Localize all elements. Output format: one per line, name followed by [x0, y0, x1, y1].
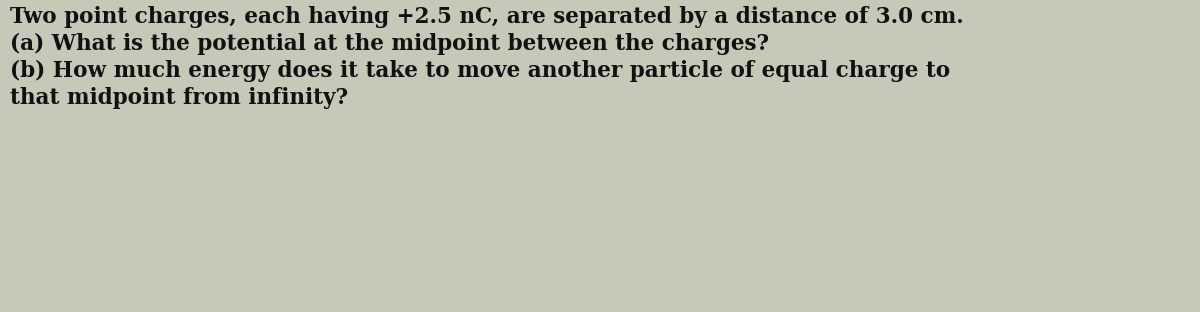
- Text: (b) How much energy does it take to move another particle of equal charge to: (b) How much energy does it take to move…: [10, 60, 950, 82]
- Text: that midpoint from infinity?: that midpoint from infinity?: [10, 87, 348, 109]
- Text: (a) What is the potential at the midpoint between the charges?: (a) What is the potential at the midpoin…: [10, 33, 769, 55]
- Text: Two point charges, each having +2.5 nC, are separated by a distance of 3.0 cm.: Two point charges, each having +2.5 nC, …: [10, 6, 964, 28]
